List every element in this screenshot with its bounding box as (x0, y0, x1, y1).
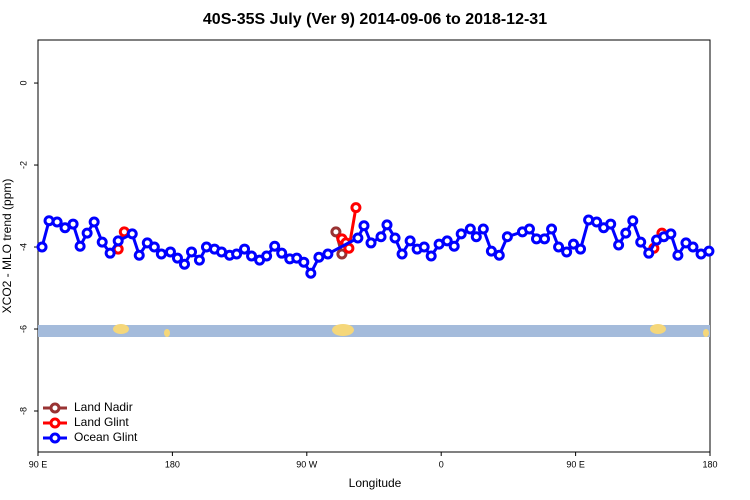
point (620, 227, 632, 239)
x-axis-label: Longitude (349, 476, 402, 490)
point (441, 235, 453, 247)
point (418, 241, 430, 253)
point (67, 218, 79, 230)
point (358, 220, 370, 232)
point (375, 231, 387, 243)
land-patch (332, 324, 354, 336)
land-patch (164, 329, 170, 337)
point (627, 215, 639, 227)
point (448, 240, 460, 252)
point (186, 246, 198, 258)
y-axis-label: XCO2 - MLO trend (ppm) (0, 179, 14, 314)
y-tick-label: -4 (18, 243, 28, 251)
point (672, 249, 684, 261)
point (305, 267, 317, 279)
legend-label: Ocean Glint (74, 430, 138, 444)
point (605, 218, 617, 230)
point (155, 248, 167, 260)
land-patch (113, 324, 129, 334)
point (298, 256, 310, 268)
point (171, 252, 183, 264)
point (568, 238, 580, 250)
point (88, 216, 100, 228)
point (591, 216, 603, 228)
point (322, 248, 334, 260)
point (539, 233, 551, 245)
x-tick-label: 180 (165, 459, 180, 469)
y-tick-label: -6 (18, 325, 28, 333)
legend-marker (49, 417, 61, 429)
point (133, 249, 145, 261)
point (81, 227, 93, 239)
point (381, 219, 393, 231)
point (523, 223, 535, 235)
ocean-strip (38, 325, 710, 337)
point (493, 249, 505, 261)
x-tick-label: 90 E (29, 459, 48, 469)
point (74, 240, 86, 252)
point (148, 241, 160, 253)
point (239, 243, 251, 255)
point (352, 232, 364, 244)
point (193, 254, 205, 266)
point (613, 239, 625, 251)
point (336, 248, 348, 260)
point (553, 241, 565, 253)
point (687, 241, 699, 253)
point (350, 202, 362, 214)
point (425, 250, 437, 262)
point (126, 228, 138, 240)
point (104, 247, 116, 259)
land-ocean-strip (38, 324, 710, 337)
point (575, 243, 587, 255)
point (330, 226, 342, 238)
x-tick-label: 90 W (296, 459, 318, 469)
point (455, 228, 467, 240)
point (470, 231, 482, 243)
point (231, 248, 243, 260)
chart-title: 40S-35S July (Ver 9) 2014-09-06 to 2018-… (203, 11, 547, 28)
point (365, 237, 377, 249)
point (485, 245, 497, 257)
x-tick-label: 180 (702, 459, 717, 469)
point (96, 236, 108, 248)
y-tick-label: 0 (18, 81, 28, 86)
x-tick-label: 0 (439, 459, 444, 469)
land-patch (650, 324, 666, 334)
point (561, 246, 573, 258)
point (389, 232, 401, 244)
point (546, 223, 558, 235)
point (164, 246, 176, 258)
point (396, 248, 408, 260)
point (51, 216, 63, 228)
point (36, 241, 48, 253)
point (269, 240, 281, 252)
legend-marker (49, 402, 61, 414)
point (635, 236, 647, 248)
point (261, 250, 273, 262)
point (643, 247, 655, 259)
y-tick-label: -8 (18, 407, 28, 415)
y-tick-label: -2 (18, 161, 28, 169)
point (313, 251, 325, 263)
point (477, 223, 489, 235)
point (112, 235, 124, 247)
point (276, 247, 288, 259)
land-patch (703, 329, 709, 337)
point (246, 250, 258, 262)
legend-label: Land Nadir (74, 400, 133, 414)
point (178, 258, 190, 270)
point (404, 235, 416, 247)
point (464, 223, 476, 235)
point (665, 228, 677, 240)
point (703, 245, 715, 257)
legend-marker (49, 432, 61, 444)
legend-label: Land Glint (74, 415, 129, 429)
x-tick-label: 90 E (566, 459, 585, 469)
point (501, 231, 513, 243)
